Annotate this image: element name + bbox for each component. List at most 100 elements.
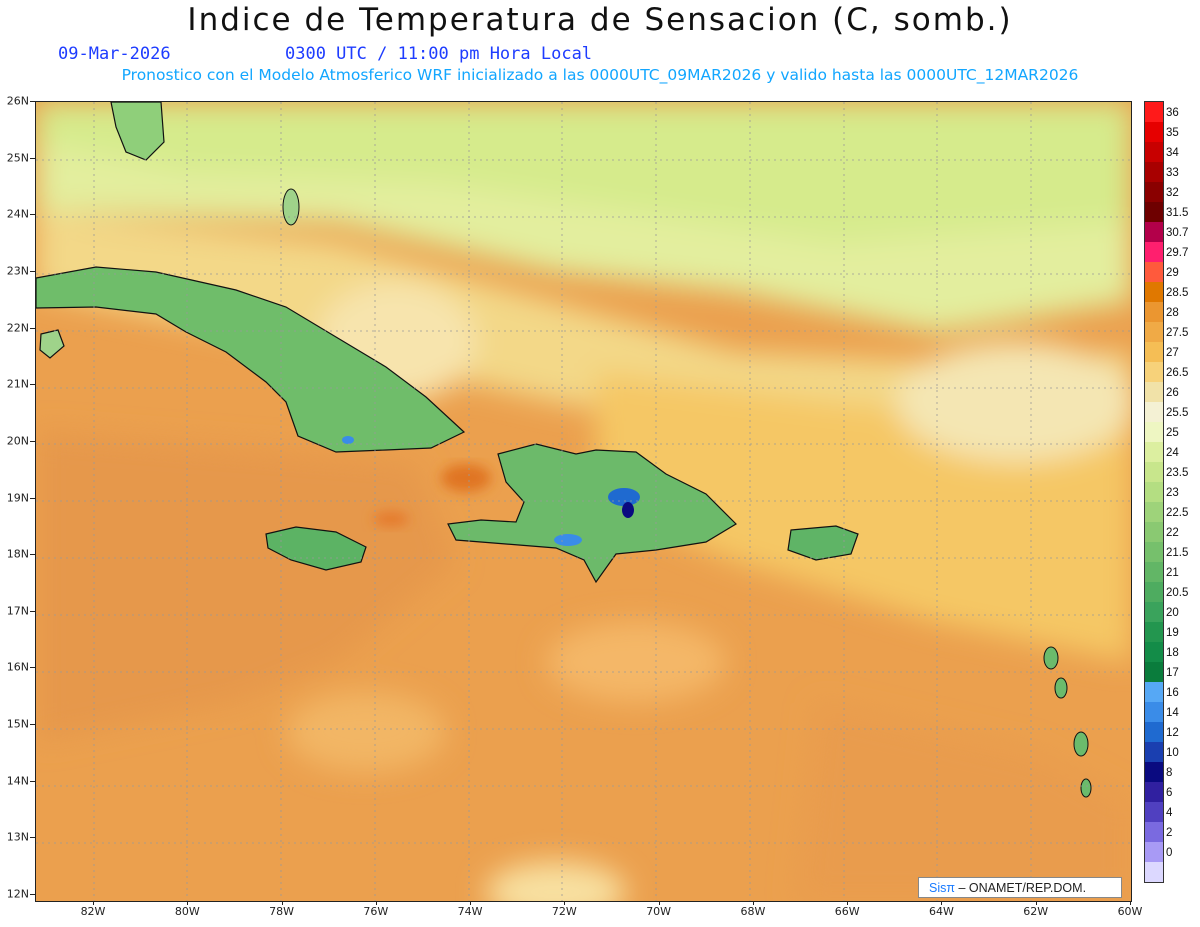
colorbar-label: 30.7 [1166,227,1189,239]
lat-tick [30,837,35,839]
colorbar-label: 34 [1166,147,1179,159]
jamaica [265,526,367,571]
colorbar-label: 25.5 [1166,407,1189,419]
colorbar-label: 21 [1166,567,1179,579]
lon-label: 68W [740,905,766,918]
colorbar-label: 6 [1166,787,1173,799]
colorbar-label: 0 [1166,847,1173,859]
colorbar-cell [1145,282,1163,302]
colorbar-cell [1145,402,1163,422]
lon-tick [1130,901,1131,905]
map-panel [35,101,1132,902]
colorbar-cell [1145,842,1163,862]
lat-label: 23N [6,264,29,278]
colorbar-cell [1145,822,1163,842]
lat-label: 17N [6,604,29,618]
colorbar-cell [1145,742,1163,762]
colorbar-cell [1145,122,1163,142]
colorbar-label: 22.5 [1166,507,1189,519]
colorbar-cell [1145,342,1163,362]
colorbar-cell [1145,562,1163,582]
colorbar-cell [1145,522,1163,542]
colorbar-cell [1145,262,1163,282]
colorbar-label: 28 [1166,307,1179,319]
lon-label: 72W [551,905,577,918]
lat-label: 26N [6,94,29,108]
lat-tick [30,497,35,499]
lat-tick [30,327,35,329]
landmasses [36,102,1092,798]
colorbar-label: 35 [1166,127,1179,139]
cool-cores [342,436,640,546]
graticule [36,102,1131,901]
lon-label: 66W [834,905,860,918]
forecast-date: 09-Mar-2026 [58,44,171,64]
lon-tick [1035,901,1037,905]
lon-tick [847,901,849,905]
colorbar-cell [1145,782,1163,802]
colorbar-label: 10 [1166,747,1179,759]
lat-label: 16N [6,660,29,674]
colorbar-label: 2 [1166,827,1173,839]
colorbar-cell [1145,762,1163,782]
credit-box: Sisπ – ONAMET/REP.DOM. [918,877,1122,898]
colorbar-label: 19 [1166,627,1179,639]
lon-label: 60W [1117,905,1143,918]
colorbar-cell [1145,142,1163,162]
colorbar-cell [1145,462,1163,482]
colorbar-label: 36 [1166,107,1179,119]
colorbar-cell [1145,182,1163,202]
colorbar-cell [1145,242,1163,262]
lat-tick [30,724,35,726]
colorbar-cell [1145,502,1163,522]
heat-index-map [36,102,1131,901]
lon-label: 82W [80,905,106,918]
colorbar-cell [1145,602,1163,622]
lon-label: 78W [269,905,294,918]
lat-label: 22N [6,321,29,335]
lat-tick [30,101,35,102]
colorbar-label: 31.5 [1166,207,1189,219]
lat-label: 14N [6,774,29,788]
lon-label: 74W [457,905,483,918]
colorbar-cell [1145,302,1163,322]
lat-label: 12N [6,887,29,901]
lon-tick [93,901,94,905]
cuba [36,266,466,453]
colorbar-label: 29 [1166,267,1179,279]
colorbar-cell [1145,222,1163,242]
lon-label: 70W [646,905,672,918]
land-warm-spots [373,464,491,526]
credit-brand: Sisπ [929,881,955,895]
lon-tick [375,901,377,905]
credit-text: – ONAMET/REP.DOM. [955,881,1087,895]
colorbar-label: 17 [1166,667,1179,679]
colorbar-label: 23 [1166,487,1179,499]
colorbar-cell [1145,802,1163,822]
lat-tick [30,780,35,782]
colorbar-label: 28.5 [1166,287,1189,299]
lon-tick [281,901,283,905]
colorbar-cell [1145,442,1163,462]
colorbar-label: 27.5 [1166,327,1189,339]
lat-tick [30,554,35,556]
colorbar-cell [1145,322,1163,342]
lon-tick [187,901,189,905]
lon-label: 62W [1023,905,1049,918]
colorbar-cell [1145,722,1163,742]
colorbar-label: 8 [1166,767,1173,779]
lat-tick [30,894,35,895]
lat-tick [30,667,35,669]
lon-tick [470,901,472,905]
colorbar-label: 14 [1166,707,1179,719]
lat-tick [30,610,35,612]
lat-label: 21N [6,377,29,391]
colorbar-cell [1145,682,1163,702]
map-title: Indice de Temperatura de Sensacion (C, s… [187,2,1013,38]
lat-tick [30,440,35,442]
colorbar-label: 16 [1166,687,1179,699]
st-lucia [1080,778,1092,798]
colorbar-cell [1145,362,1163,382]
lon-label: 80W [174,905,200,918]
hispaniola [447,443,737,584]
